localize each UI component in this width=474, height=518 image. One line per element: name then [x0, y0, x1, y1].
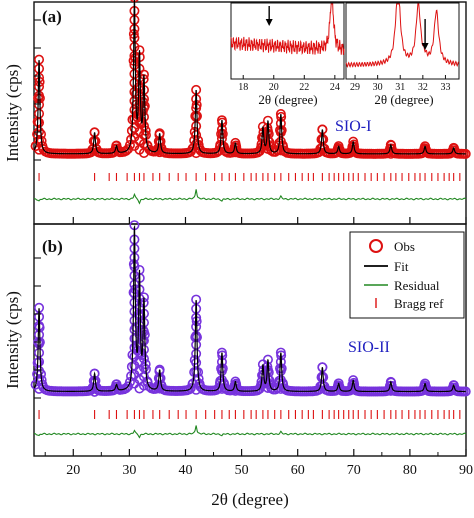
obs-point — [34, 108, 45, 119]
residual-line — [33, 425, 467, 439]
x-tick-label: 60 — [291, 463, 305, 478]
inset-arrow-head — [265, 19, 273, 26]
fit-line — [33, 0, 466, 155]
inset-2-x-title: 2θ (degree) — [374, 92, 433, 107]
legend-box — [349, 231, 465, 319]
panel-a-label: (a) — [42, 7, 62, 26]
obs-point — [89, 386, 100, 397]
inset-tick-label: 20 — [269, 82, 279, 93]
y-axis-title-b: Intensity (cps) — [3, 291, 22, 389]
obs-point — [348, 384, 359, 395]
obs-point — [124, 140, 135, 151]
inset-tick-label: 32 — [418, 82, 428, 93]
x-axis: 20 30 40 50 60 70 80 90 — [44, 217, 473, 478]
legend-bragg-label: Bragg ref — [394, 296, 444, 311]
obs-point — [191, 321, 202, 332]
obs-point — [348, 145, 359, 156]
inset-trace — [230, 3, 345, 55]
obs-point — [191, 357, 202, 368]
inset-1-plot: 18 20 22 24 — [230, 3, 345, 93]
legend-obs-marker — [369, 239, 383, 253]
obs-point — [34, 383, 45, 394]
inset-tick-label: 22 — [299, 82, 309, 93]
obs-point — [138, 147, 149, 158]
inset-2: 29 30 31 32 33 2θ (degree) — [345, 2, 460, 107]
obs-point — [262, 144, 273, 155]
legend-fit-label: Fit — [394, 259, 409, 274]
legend: Obs Fit Residual Bragg ref — [349, 231, 465, 319]
fit-line — [33, 224, 466, 393]
inset-tick-label: 18 — [238, 82, 248, 93]
legend-residual-label: Residual — [394, 278, 440, 293]
inset-trace — [345, 3, 459, 68]
obs-point — [89, 145, 100, 156]
obs-point — [216, 142, 227, 153]
y-axis-title-a: Intensity (cps) — [3, 64, 22, 162]
inset-arrow-head — [421, 43, 429, 50]
residual-line — [33, 189, 467, 205]
x-tick-label: 70 — [347, 463, 361, 478]
panel-b-plot — [30, 220, 471, 439]
obs-point — [34, 347, 45, 358]
obs-point — [257, 141, 268, 152]
panel-b-label: (b) — [42, 237, 63, 256]
obs-point — [191, 148, 202, 159]
inset-tick-label: 24 — [330, 82, 340, 93]
x-axis-title: 2θ (degree) — [211, 490, 289, 509]
obs-point — [191, 384, 202, 395]
x-tick-label: 40 — [178, 463, 192, 478]
obs-point — [262, 382, 273, 393]
x-tick-label: 90 — [459, 463, 473, 478]
panel-a-plot — [30, 0, 471, 205]
inset-tick-label: 33 — [440, 82, 450, 93]
obs-point — [124, 376, 135, 387]
inset-tick-label: 30 — [373, 82, 383, 93]
x-tick-label: 80 — [403, 463, 417, 478]
inset-2-plot: 29 30 31 32 33 — [345, 3, 459, 93]
x-tick-label: 30 — [122, 463, 136, 478]
inset-1: 18 20 22 24 2θ (degree) — [230, 2, 345, 107]
inset-1-x-title: 2θ (degree) — [258, 92, 317, 107]
inset-tick-label: 29 — [350, 82, 360, 93]
sample-label-a: SIO-I — [335, 118, 371, 135]
obs-point — [191, 121, 202, 132]
legend-obs-label: Obs — [394, 239, 415, 254]
x-tick-label: 50 — [235, 463, 249, 478]
obs-point — [317, 142, 328, 153]
sample-label-b: SIO-II — [348, 339, 390, 356]
inset-tick-label: 31 — [395, 82, 405, 93]
obs-point — [317, 380, 328, 391]
x-tick-label: 20 — [66, 463, 80, 478]
